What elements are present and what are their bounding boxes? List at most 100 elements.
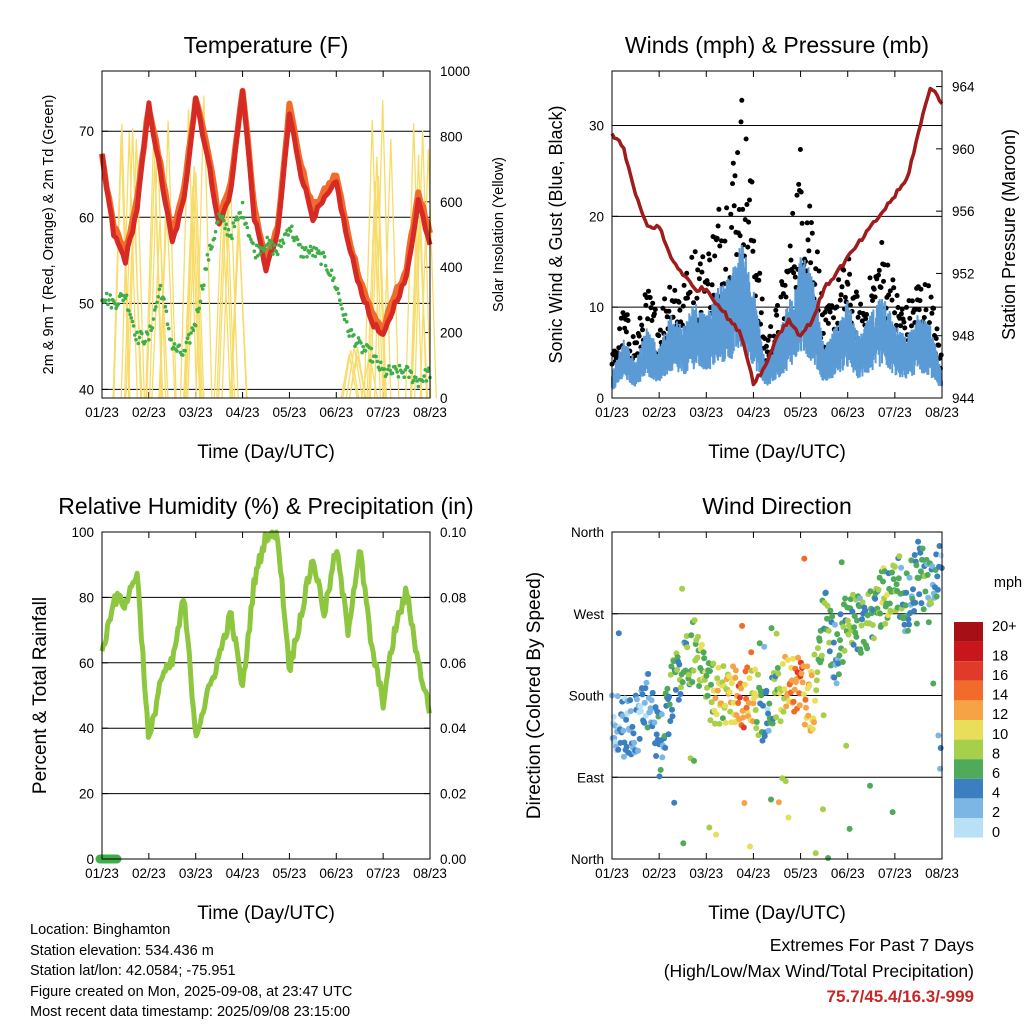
gust-point (617, 326, 623, 332)
dewpoint-point (131, 324, 136, 328)
wind-direction-point (696, 683, 703, 689)
wind-direction-point (915, 575, 922, 581)
wind-direction-point (656, 773, 663, 780)
gust-point (827, 309, 833, 315)
gust-point (749, 179, 755, 185)
wind-direction-point (801, 721, 808, 728)
gust-point (841, 267, 847, 273)
wind-direction-point (689, 679, 696, 685)
dewpoint-point (130, 319, 135, 324)
wind-direction-point (779, 661, 786, 667)
gust-point (756, 277, 762, 283)
dewpoint-point (230, 236, 234, 241)
wind-direction-point (913, 620, 920, 627)
gust-point (863, 316, 869, 322)
y-tick-label: 10 (589, 300, 604, 315)
dewpoint-point (136, 341, 141, 346)
wind-direction-point (701, 655, 708, 662)
wind-direction-point (825, 855, 832, 861)
dewpoint-point (229, 233, 233, 238)
y2-tick-label: 0.00 (440, 852, 466, 867)
gust-point (921, 315, 927, 320)
gust-point (759, 296, 765, 302)
wind-direction-point (679, 679, 686, 686)
wind-direction-point (910, 586, 916, 593)
station-elevation: Station elevation: 534.436 m (30, 942, 214, 959)
colorbar-label: 4 (992, 786, 1000, 802)
gust-point (808, 260, 814, 266)
dewpoint-point (158, 283, 163, 288)
wind-direction-point (641, 719, 648, 726)
wind-direction-point (649, 689, 656, 696)
gust-point (938, 352, 944, 358)
wind-direction-point (867, 782, 873, 789)
station-info: Location: Binghamton Station elevation: … (30, 920, 352, 1023)
dewpoint-point (143, 339, 148, 344)
gust-point (895, 305, 901, 310)
gust-point (677, 307, 683, 313)
dewpoint-point (223, 226, 227, 231)
gust-point (783, 294, 789, 300)
gust-point (757, 270, 763, 276)
wind-direction-point (812, 697, 819, 704)
wind-direction-point (732, 667, 739, 674)
dewpoint-point (325, 268, 329, 272)
wind-direction-point (741, 800, 748, 806)
dewpoint-point (414, 375, 418, 380)
wind-direction-point (674, 654, 681, 661)
gust-point (630, 334, 636, 340)
dewpoint-point (169, 338, 173, 342)
x-tick-label: 05/23 (784, 405, 818, 420)
wind-direction-point (695, 633, 701, 640)
solar-insolation-line (146, 159, 164, 399)
dewpoint-point (321, 250, 326, 255)
wind-direction-point (735, 700, 742, 706)
wind-direction-point (614, 693, 621, 700)
wind-direction-point (934, 586, 941, 593)
gust-point (926, 283, 931, 289)
y2-tick-label: 600 (440, 195, 463, 210)
dewpoint-point (271, 252, 275, 256)
dewpoint-point (177, 343, 182, 348)
dewpoint-point (305, 254, 309, 259)
dewpoint-point (382, 367, 387, 371)
wind-direction-point (768, 625, 775, 632)
wind-direction-point (846, 622, 852, 629)
wind-direction-point (669, 713, 676, 720)
dewpoint-point (157, 287, 162, 292)
dewpoint-point (375, 359, 380, 364)
dewpoint-point (345, 320, 349, 324)
colorbar-swatch (954, 661, 983, 681)
gust-point (700, 254, 706, 260)
x-tick-label: 07/23 (366, 405, 400, 420)
panel-title: Relative Humidity (%) & Precipitation (i… (58, 493, 473, 519)
wind-direction-point (818, 652, 825, 659)
gust-point (787, 243, 793, 249)
dewpoint-point (369, 346, 374, 351)
wind-direction-point (906, 574, 913, 581)
dewpoint-point (197, 306, 201, 311)
colorbar-swatch (954, 641, 983, 662)
gust-point (715, 223, 721, 229)
wind-direction-point (760, 702, 766, 709)
wind-direction-point (790, 698, 797, 705)
gust-point (902, 325, 908, 331)
gust-point (791, 264, 797, 270)
dewpoint-point (103, 298, 108, 303)
wind-direction-point (670, 658, 677, 665)
x-tick-label: 03/23 (179, 405, 213, 420)
dewpoint-point (416, 384, 421, 389)
wind-direction-point (745, 699, 752, 706)
wind-direction-point (891, 563, 898, 570)
plot-border (611, 531, 943, 860)
gust-point (831, 315, 836, 321)
wind-direction-point (651, 719, 658, 726)
dewpoint-point (338, 298, 342, 303)
dewpoint-point (323, 263, 328, 268)
y-tick-label: 60 (79, 210, 94, 225)
y2-tick-label: 0.06 (440, 656, 466, 671)
wind-direction-point (708, 681, 714, 688)
wind-direction-point (800, 691, 807, 698)
wind-direction-point (744, 664, 751, 671)
wind-direction-point (675, 696, 682, 703)
